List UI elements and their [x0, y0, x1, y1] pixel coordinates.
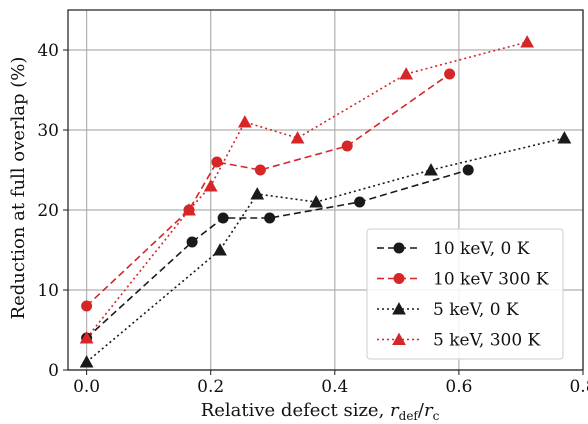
legend-marker — [393, 273, 405, 284]
data-point-5-kev-300-k — [520, 35, 535, 48]
legend-marker — [393, 242, 405, 254]
plot-frame — [67, 9, 584, 371]
data-point-5-kev-300-k — [79, 331, 94, 344]
legend-label: 5 keV, 300 K — [433, 331, 541, 351]
y-tick-label: 10 — [37, 281, 59, 301]
legend-box — [366, 228, 564, 360]
data-point-5-kev-300-k — [237, 115, 252, 128]
data-point-5-kev-300-k — [203, 179, 218, 192]
data-point-5-kev-300-k — [399, 67, 414, 80]
series-5-kev-300-k — [79, 35, 535, 344]
x-axis-label-prefix: Relative defect size, — [201, 400, 390, 421]
legend-item-5-kev-0-k: 5 keV, 0 K — [377, 300, 519, 320]
legend-item-5-kev-300-k: 5 keV, 300 K — [377, 331, 541, 351]
legend-label: 10 keV, 0 K — [433, 239, 530, 259]
legend-item-10-kev-0-k: 10 keV, 0 K — [377, 239, 530, 259]
x-axis-label-sub1: def — [399, 409, 420, 423]
legend-label: 10 keV 300 K — [433, 270, 549, 290]
series-5-kev-0-k — [79, 131, 572, 368]
x-axis-label-slash: / — [418, 400, 425, 421]
y-tick-label: 30 — [37, 121, 59, 141]
data-point-5-kev-0-k — [309, 195, 324, 208]
legend-label: 5 keV, 0 K — [433, 300, 519, 320]
axis-ticks: 0.0 0.2 0.4 0.6 0.8 0 10 20 30 40 — [37, 41, 588, 397]
data-point-5-kev-300-k — [290, 131, 305, 144]
data-point-10-kev-0-k — [186, 236, 198, 248]
x-tick-label: 0.2 — [197, 377, 224, 397]
data-point-10-kev-300-k — [211, 156, 223, 168]
y-tick-label: 20 — [37, 201, 59, 221]
x-tick-label: 0.0 — [73, 377, 100, 397]
data-point-5-kev-300-k — [182, 203, 196, 216]
x-axis-label-var2: r — [424, 400, 434, 421]
y-axis-label: Reduction at full overlap (%) — [8, 57, 29, 320]
data-point-10-kev-0-k — [264, 212, 276, 224]
data-point-5-kev-0-k — [213, 243, 227, 256]
x-axis-label-sub2: c — [433, 409, 440, 423]
series-line-10-kev-300-k — [86, 73, 451, 307]
legend-item-10-kev-300-k: 10 keV 300 K — [377, 270, 549, 290]
x-tick-label: 0.8 — [569, 377, 588, 397]
series-line-5-kev-0-k — [86, 137, 565, 363]
x-axis-label: Relative defect size, rdef/rc — [201, 400, 440, 423]
x-tick-label: 0.4 — [321, 377, 348, 397]
data-point-10-kev-0-k — [462, 164, 474, 176]
data-point-10-kev-0-k — [217, 212, 229, 224]
data-point-5-kev-0-k — [557, 131, 572, 144]
y-tick-label: 0 — [48, 361, 59, 381]
data-point-10-kev-0-k — [354, 196, 366, 208]
data-point-10-kev-300-k — [444, 68, 456, 80]
plot-series — [79, 35, 572, 368]
y-tick-label: 40 — [37, 41, 59, 61]
data-point-5-kev-0-k — [79, 355, 94, 368]
legend-marker — [392, 302, 406, 315]
data-point-5-kev-0-k — [424, 163, 438, 176]
data-point-5-kev-0-k — [250, 187, 265, 200]
legend: 10 keV, 0 K 10 keV 300 K 5 keV, 0 K 5 keV, … — [366, 228, 564, 360]
x-tick-label: 0.6 — [445, 377, 472, 397]
data-point-10-kev-300-k — [254, 164, 266, 176]
x-axis-label-var1: r — [390, 400, 400, 421]
data-point-10-kev-300-k — [341, 140, 353, 152]
data-point-10-kev-300-k — [81, 300, 93, 312]
legend-marker — [392, 332, 406, 345]
